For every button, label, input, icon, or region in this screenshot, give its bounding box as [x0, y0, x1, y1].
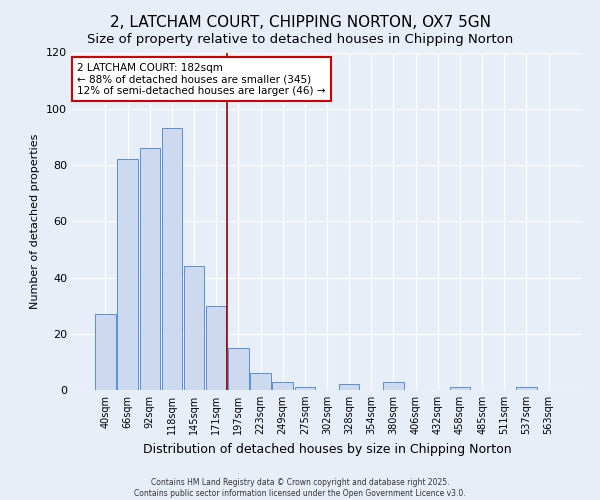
Bar [339, 384, 359, 390]
Bar [161, 128, 182, 390]
Bar [383, 382, 404, 390]
Bar [272, 382, 293, 390]
Y-axis label: Number of detached properties: Number of detached properties [31, 134, 40, 309]
Bar [140, 148, 160, 390]
Bar [295, 387, 315, 390]
Bar [250, 373, 271, 390]
Bar [516, 387, 536, 390]
Text: Size of property relative to detached houses in Chipping Norton: Size of property relative to detached ho… [87, 32, 513, 46]
X-axis label: Distribution of detached houses by size in Chipping Norton: Distribution of detached houses by size … [143, 442, 511, 456]
Bar [184, 266, 204, 390]
Text: 2 LATCHAM COURT: 182sqm
← 88% of detached houses are smaller (345)
12% of semi-d: 2 LATCHAM COURT: 182sqm ← 88% of detache… [77, 62, 326, 96]
Bar [450, 387, 470, 390]
Bar [206, 306, 226, 390]
Text: Contains HM Land Registry data © Crown copyright and database right 2025.
Contai: Contains HM Land Registry data © Crown c… [134, 478, 466, 498]
Bar [228, 348, 248, 390]
Bar [118, 160, 138, 390]
Bar [95, 314, 116, 390]
Text: 2, LATCHAM COURT, CHIPPING NORTON, OX7 5GN: 2, LATCHAM COURT, CHIPPING NORTON, OX7 5… [110, 15, 491, 30]
